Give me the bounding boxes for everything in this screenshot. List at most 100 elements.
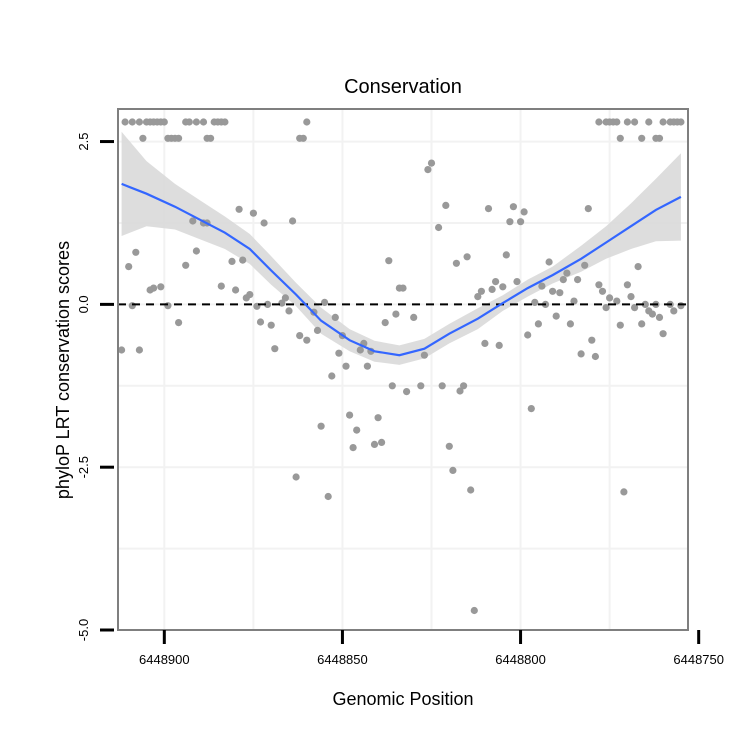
data-point [638, 134, 646, 142]
data-point [513, 278, 521, 286]
data-point [563, 269, 571, 277]
data-point [313, 326, 322, 334]
data-point [623, 118, 632, 126]
data-point [175, 134, 183, 142]
y-tick-label: -5.0 [76, 619, 91, 641]
data-point [278, 299, 286, 307]
data-point [488, 285, 496, 293]
data-point [677, 118, 685, 126]
data-point [370, 440, 379, 448]
data-point [588, 336, 596, 344]
data-point [435, 223, 443, 232]
data-point [427, 159, 436, 167]
data-point [189, 217, 197, 225]
data-point [392, 310, 400, 318]
data-point [256, 318, 265, 326]
data-point [584, 205, 592, 213]
data-point [534, 320, 543, 328]
x-axis: 6448900 6448850 6448800 6448750 [139, 630, 724, 667]
data-point [552, 312, 560, 320]
data-point [538, 282, 546, 290]
data-point [659, 118, 667, 126]
data-point [484, 205, 493, 213]
data-point [506, 218, 514, 226]
data-point [121, 118, 129, 126]
data-point [192, 247, 200, 255]
data-point [645, 118, 653, 126]
data-point [289, 217, 297, 225]
data-point [481, 339, 489, 347]
data-point [353, 426, 361, 434]
data-point [235, 205, 243, 213]
data-point [228, 257, 236, 265]
data-point [303, 118, 311, 126]
data-point [559, 276, 567, 284]
data-point [655, 134, 664, 142]
y-axis-title: phyloP LRT conservation scores [53, 241, 73, 499]
x-tick-label: 6448750 [673, 652, 724, 667]
confidence-band-layer [121, 131, 681, 365]
data-point [285, 307, 293, 315]
data-point [249, 209, 257, 217]
data-point [139, 134, 147, 142]
data-point [239, 256, 247, 264]
data-point [175, 319, 183, 327]
data-point [613, 297, 621, 305]
x-axis-title: Genomic Position [332, 689, 473, 709]
data-point [616, 321, 624, 329]
y-tick-label: -2.5 [76, 456, 91, 478]
data-point [346, 411, 354, 419]
data-point [581, 261, 589, 269]
data-point [474, 293, 482, 301]
data-point [328, 372, 336, 380]
confidence-band [121, 131, 681, 365]
data-point [232, 286, 240, 294]
data-point [221, 118, 229, 126]
data-point [492, 278, 500, 286]
data-point [321, 298, 329, 306]
data-point [631, 118, 639, 126]
data-point [634, 263, 642, 271]
data-point [118, 346, 126, 354]
data-point [185, 118, 193, 126]
data-point [385, 257, 393, 265]
panel-border [117, 108, 689, 631]
data-point [545, 258, 553, 266]
data-point [303, 336, 311, 344]
points-layer [118, 118, 685, 615]
data-point [264, 300, 272, 308]
data-point [317, 422, 325, 430]
x-tick-label: 6448800 [495, 652, 546, 667]
data-point [246, 291, 254, 299]
data-point [570, 297, 578, 305]
data-point [324, 492, 332, 501]
data-point [677, 302, 685, 310]
data-point [356, 346, 364, 354]
x-tick-label: 6448850 [317, 652, 368, 667]
data-point [135, 118, 143, 126]
data-point [135, 346, 143, 354]
data-point [331, 313, 339, 321]
data-point [655, 313, 664, 321]
data-point [160, 118, 168, 126]
data-point [595, 118, 603, 126]
data-point [192, 118, 200, 126]
data-point [410, 313, 418, 321]
data-point [616, 134, 624, 142]
data-point [659, 330, 667, 338]
data-point [456, 387, 464, 395]
data-point [125, 263, 133, 271]
gridlines [118, 109, 688, 630]
data-point [296, 332, 304, 340]
x-tick-label: 6448900 [139, 652, 190, 667]
data-point [566, 320, 575, 328]
data-point [623, 281, 632, 289]
data-point [399, 284, 407, 292]
data-point [157, 283, 165, 291]
data-point [452, 259, 460, 267]
data-point [381, 319, 389, 327]
data-point [467, 486, 475, 494]
data-point [449, 466, 457, 474]
data-point [524, 331, 532, 339]
